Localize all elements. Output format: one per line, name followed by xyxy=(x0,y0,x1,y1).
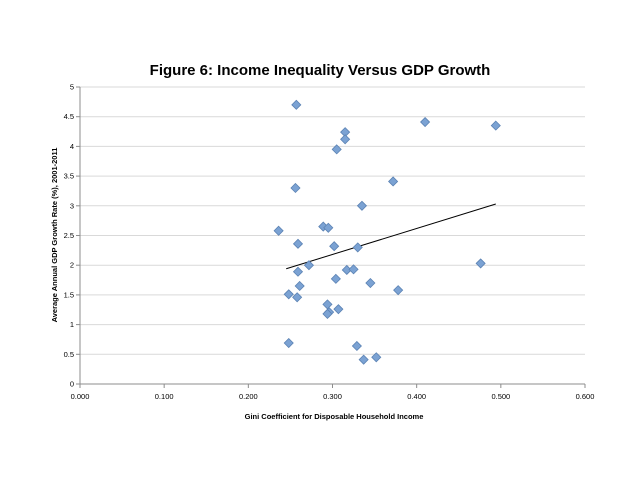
data-point xyxy=(303,260,314,271)
x-tick-label: 0.000 xyxy=(71,392,90,401)
x-tick-label: 0.100 xyxy=(155,392,174,401)
trendline xyxy=(286,203,496,270)
x-axis-label: Gini Coefficient for Disposable Househol… xyxy=(245,412,424,421)
x-tick-label: 0.300 xyxy=(323,392,342,401)
data-point xyxy=(292,266,304,277)
data-point xyxy=(358,354,369,365)
gridlines xyxy=(80,86,585,355)
y-axis-label: Average Annual GDP Growth Rate (%), 2001… xyxy=(50,148,59,323)
data-point xyxy=(340,134,351,145)
x-tick-label: 0.500 xyxy=(491,392,510,401)
x-tick-label: 0.600 xyxy=(576,392,595,401)
data-point xyxy=(294,280,305,292)
y-tick-label: 1.5 xyxy=(64,290,74,299)
data-point xyxy=(388,176,399,187)
data-point xyxy=(348,264,359,275)
data-point xyxy=(352,242,363,253)
data-point xyxy=(371,352,382,363)
y-tick-label: 3 xyxy=(70,201,74,210)
x-tick-label: 0.200 xyxy=(239,392,258,401)
data-point xyxy=(329,241,340,252)
data-point xyxy=(322,299,333,310)
data-point xyxy=(290,182,301,194)
data-point xyxy=(351,340,362,352)
tick-labels: 0 0.5 1 1.5 2 2.5 3 3.5 4 4.5 5 0.000 0.100 0.200 0.30… xyxy=(64,83,595,402)
data-point xyxy=(323,222,334,233)
data-point xyxy=(330,273,341,284)
data-point xyxy=(331,144,342,155)
data-point xyxy=(490,120,501,131)
trendline-group xyxy=(286,203,496,270)
y-tick-label: 5 xyxy=(70,83,74,92)
y-tick-label: 0 xyxy=(70,380,74,389)
y-tick-label: 1 xyxy=(70,320,74,329)
data-point xyxy=(283,337,294,349)
data-point xyxy=(333,304,344,315)
data-point xyxy=(273,225,284,236)
data-point xyxy=(365,277,376,289)
data-point xyxy=(283,289,294,300)
data-point xyxy=(393,285,404,296)
y-tick-label: 3.5 xyxy=(64,172,74,181)
data-point xyxy=(291,99,302,110)
data-point xyxy=(420,116,431,128)
y-tick-label: 2 xyxy=(70,261,74,270)
x-tick-label: 0.400 xyxy=(407,392,426,401)
data-point xyxy=(292,238,304,249)
data-point xyxy=(356,200,368,211)
y-tick-label: 0.5 xyxy=(64,350,74,359)
y-tick-label: 4 xyxy=(70,142,74,151)
data-point xyxy=(292,292,303,303)
data-point xyxy=(475,258,486,269)
y-tick-label: 4.5 xyxy=(64,112,74,121)
y-tick-label: 2.5 xyxy=(64,231,74,240)
data-points xyxy=(273,99,501,365)
axes xyxy=(76,86,586,388)
data-point xyxy=(322,308,333,319)
chart-title: Figure 6: Income Inequality Versus GDP G… xyxy=(150,62,491,79)
